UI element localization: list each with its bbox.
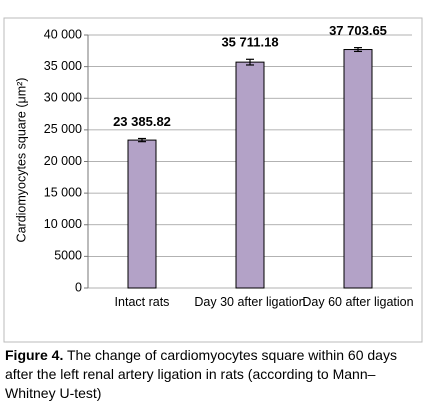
y-tick-label: 15 000 [44, 185, 82, 199]
error-bar [354, 47, 362, 53]
y-tick-label: 40 000 [44, 27, 82, 41]
x-tick-label: Day 60 after ligation [302, 295, 414, 309]
bar [343, 49, 373, 289]
y-tick-label: 35 000 [44, 59, 82, 73]
value-label: 35 711.18 [221, 35, 278, 50]
y-tick-label: 20 000 [44, 154, 82, 168]
x-tick-label: Day 30 after ligation [194, 295, 306, 309]
y-tick-label: 30 000 [44, 91, 82, 105]
error-bar [246, 58, 254, 66]
chart: Cardiomyocytes square (μm²) 0 5000 10 000 1… [3, 17, 423, 343]
y-tick-label: 5000 [54, 249, 82, 263]
value-label: 37 703.65 [329, 23, 387, 38]
x-tick-label: Intact rats [114, 295, 170, 309]
y-tick-label: 0 [75, 280, 82, 294]
value-label: 23 385.82 [113, 114, 171, 129]
caption-text: The change of cardiomyocytes square with… [5, 347, 397, 401]
y-axis-title: Cardiomyocytes square (μm²) [14, 78, 28, 243]
y-tick-label: 10 000 [44, 217, 82, 231]
chart-frame [3, 17, 423, 343]
bar [127, 139, 157, 289]
y-tick-label: 25 000 [44, 122, 82, 136]
caption: Figure 4. The change of cardiomyocytes s… [5, 346, 423, 403]
bar [235, 61, 265, 289]
caption-label: Figure 4. [5, 347, 64, 363]
error-bar [138, 137, 146, 143]
